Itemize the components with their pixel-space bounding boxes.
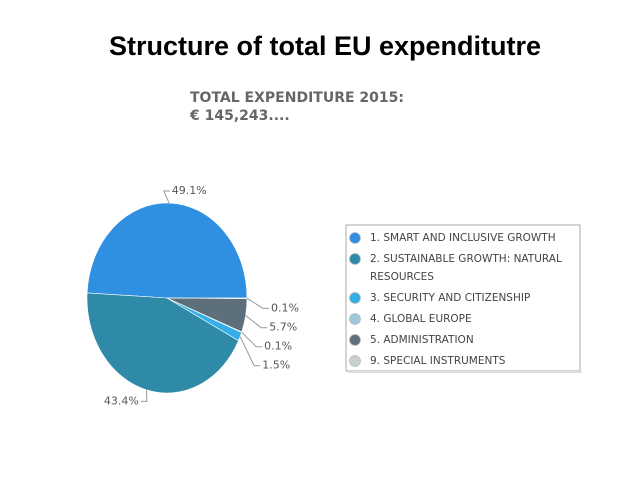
legend-icon [349, 253, 361, 265]
pie-slice [86, 202, 248, 299]
legend-icon [349, 292, 361, 304]
leader-line [239, 336, 261, 367]
legend-icon [349, 355, 361, 367]
subtitle: € 145,243.... [189, 108, 290, 124]
leader-line [241, 331, 263, 348]
data-label: 5.7% [269, 321, 297, 334]
legend-icon [349, 232, 361, 244]
leader-line [245, 315, 268, 329]
data-label: 43.4% [104, 394, 139, 407]
data-label: 0.1% [271, 301, 299, 314]
legend-label: 3. SECURITY AND CITIZENSHIP [370, 292, 530, 304]
data-label: 49.1% [172, 184, 207, 197]
legend-label: 4. GLOBAL EUROPE [370, 313, 472, 325]
legend-label: 1. SMART AND INCLUSIVE GROWTH [370, 232, 556, 244]
legend-box [345, 224, 581, 372]
data-label: 0.1% [264, 340, 292, 353]
subtitle: TOTAL EXPENDITURE 2015: [190, 90, 404, 106]
leader-line [162, 190, 170, 204]
chart-title: Structure of total EU expenditutre [109, 31, 541, 61]
legend-icon [349, 313, 361, 325]
legend-icon [349, 334, 361, 346]
legend-label: 2. SUSTAINABLE GROWTH: NATURAL RESOURCES [370, 253, 562, 283]
leader-line [246, 297, 269, 309]
legend-label: 9. SPECIAL INSTRUMENTS [370, 355, 506, 367]
leader-line [140, 389, 148, 402]
legend-label: 5. ADMINISTRATION [370, 334, 474, 346]
data-label: 1.5% [262, 359, 290, 372]
legend-shadow [348, 371, 582, 373]
